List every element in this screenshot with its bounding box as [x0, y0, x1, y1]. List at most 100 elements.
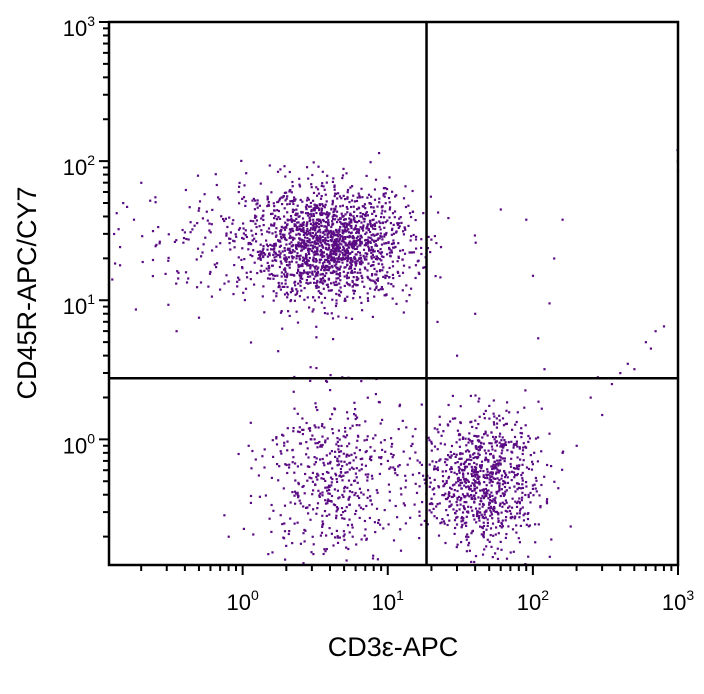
data-point	[501, 449, 504, 452]
data-point	[437, 485, 440, 488]
data-point	[387, 282, 390, 285]
data-point	[311, 259, 315, 262]
data-point	[383, 242, 386, 245]
data-point	[358, 219, 361, 223]
data-point	[295, 310, 298, 313]
data-point	[337, 248, 340, 251]
data-point	[337, 429, 340, 432]
data-point	[352, 459, 355, 462]
data-point	[283, 285, 286, 288]
data-point	[279, 168, 282, 171]
data-point	[315, 282, 318, 285]
data-point	[289, 200, 292, 203]
data-point	[513, 442, 516, 446]
data-point	[288, 242, 291, 245]
data-point	[262, 224, 265, 227]
data-point	[358, 424, 361, 427]
data-point	[488, 501, 491, 504]
data-point	[242, 227, 245, 230]
data-point	[324, 441, 327, 444]
data-point	[325, 283, 328, 286]
data-point	[454, 512, 457, 515]
data-point	[342, 245, 345, 248]
data-point	[291, 249, 294, 252]
data-point	[319, 291, 322, 294]
data-point	[380, 251, 384, 254]
data-point	[249, 501, 252, 504]
data-point	[308, 271, 311, 274]
data-point	[349, 267, 353, 270]
data-point	[317, 266, 320, 269]
data-point	[329, 235, 332, 238]
data-point	[313, 281, 316, 284]
data-point	[418, 537, 421, 540]
data-point	[336, 437, 339, 440]
data-point	[503, 481, 506, 484]
data-point	[292, 430, 295, 433]
data-point	[473, 518, 476, 521]
data-point	[286, 274, 289, 278]
data-point	[354, 472, 357, 475]
data-point	[315, 246, 318, 249]
data-point	[184, 271, 188, 274]
data-point	[389, 254, 392, 257]
data-point	[312, 235, 315, 238]
data-point	[344, 249, 347, 252]
data-point	[154, 201, 157, 204]
data-point	[404, 228, 407, 231]
data-point	[324, 229, 327, 232]
data-point	[340, 444, 343, 447]
data-point	[303, 492, 306, 495]
data-point	[331, 413, 334, 416]
data-point	[411, 189, 414, 193]
data-point	[320, 250, 324, 253]
data-point	[272, 253, 275, 256]
data-point	[355, 199, 359, 203]
data-point	[472, 514, 475, 517]
data-point	[313, 299, 317, 302]
data-point	[280, 452, 283, 455]
data-point	[154, 196, 157, 199]
data-point	[328, 452, 332, 455]
data-point	[233, 246, 236, 249]
data-point	[356, 228, 359, 231]
data-point	[369, 236, 372, 240]
data-point	[308, 306, 311, 309]
data-point	[292, 202, 295, 206]
data-point	[478, 511, 481, 514]
data-point	[395, 194, 398, 197]
data-point	[271, 248, 274, 251]
data-point	[270, 248, 273, 251]
data-point	[392, 454, 395, 457]
data-point	[446, 523, 449, 527]
data-point	[377, 237, 380, 240]
data-point	[329, 234, 333, 237]
data-point	[335, 270, 338, 273]
data-point	[306, 240, 309, 243]
data-point	[371, 273, 374, 276]
data-point	[278, 254, 281, 257]
data-point	[326, 264, 329, 268]
data-point	[275, 292, 278, 295]
data-point	[320, 209, 323, 212]
data-point	[352, 228, 355, 231]
data-point	[341, 230, 344, 233]
data-point	[458, 438, 461, 441]
data-point	[305, 256, 308, 259]
data-point	[355, 543, 358, 546]
data-point	[316, 194, 319, 197]
data-point	[467, 510, 470, 513]
data-point	[313, 438, 316, 441]
data-point	[462, 504, 465, 508]
data-point	[365, 504, 368, 508]
data-point	[504, 441, 507, 444]
data-point	[496, 422, 499, 425]
data-point	[347, 231, 351, 234]
data-point	[344, 218, 347, 221]
data-point	[335, 257, 338, 260]
data-point	[371, 212, 374, 215]
data-point	[286, 293, 290, 296]
data-point	[391, 265, 395, 268]
data-point	[289, 219, 292, 222]
data-point	[376, 257, 380, 260]
